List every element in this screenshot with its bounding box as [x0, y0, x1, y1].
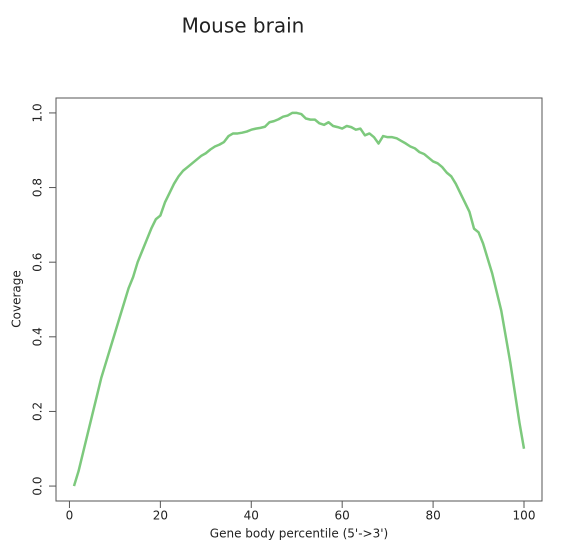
coverage-line — [72, 111, 526, 487]
x-tick-label: 0 — [66, 509, 74, 523]
y-tick-label: 0.4 — [31, 327, 45, 346]
x-axis-label: Gene body percentile (5'->3') — [210, 527, 388, 541]
x-tick-label: 40 — [244, 509, 259, 523]
x-tick-label: 100 — [513, 509, 536, 523]
y-tick-label: 0.8 — [31, 178, 45, 197]
x-tick-label: 80 — [425, 509, 440, 523]
x-tick-label: 20 — [153, 509, 168, 523]
y-tick-label: 0.6 — [31, 253, 45, 272]
y-tick-label: 0.0 — [31, 477, 45, 496]
y-tick-label: 1.0 — [31, 103, 45, 122]
chart-title: Mouse brain — [182, 14, 305, 38]
plot-frame — [55, 97, 543, 502]
y-axis-label: Coverage — [10, 270, 24, 328]
y-tick-label: 0.2 — [31, 402, 45, 421]
x-tick-label: 60 — [335, 509, 350, 523]
